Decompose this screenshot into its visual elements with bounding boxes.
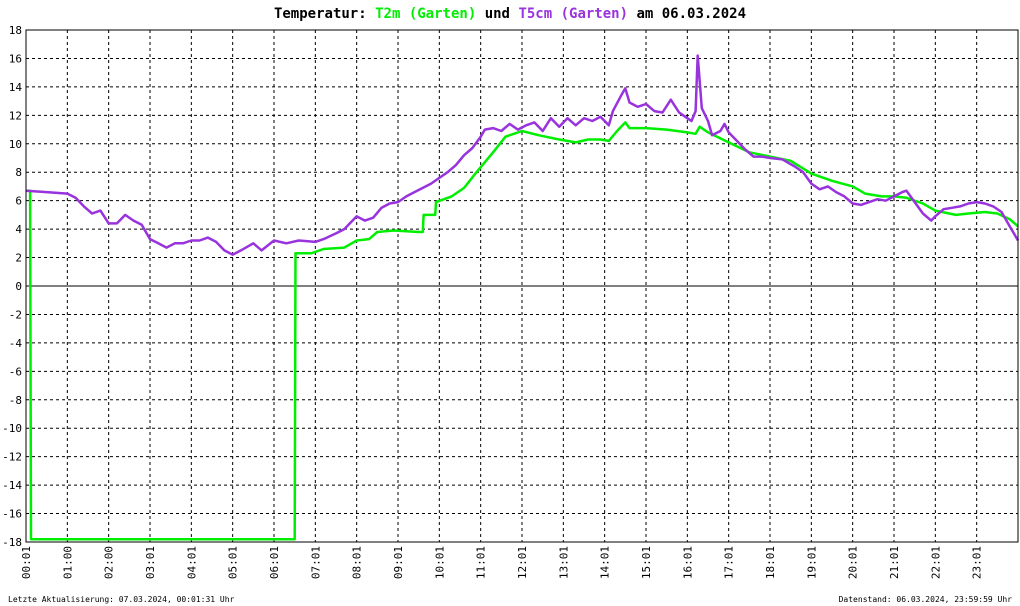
grid-lines [26,30,1018,542]
footer-data-status: Datenstand: 06.03.2024, 23:59:59 Uhr [839,595,1013,604]
x-tick-label: 16:01 [681,546,694,579]
footer-last-update: Letzte Aktualisierung: 07.03.2024, 00:01… [8,595,235,604]
x-tick-label: 22:01 [929,546,942,579]
x-tick-label: 11:01 [475,546,488,579]
y-tick-label: 16 [9,52,22,65]
title-series-t5cm: T5cm (Garten) [518,6,628,22]
y-tick-label: -4 [9,337,23,350]
x-tick-label: 19:01 [805,546,818,579]
title-joiner: und [485,6,510,22]
x-tick-label: 15:01 [640,546,653,579]
series-lines [25,54,1020,541]
x-tick-label: 21:01 [888,546,901,579]
y-tick-label: -12 [2,451,22,464]
y-axis: 18 16 14 12 10 8 6 4 2 0 -2 -4 -6 -8 -10 -12 -14 -16 -18 [2,24,22,549]
x-tick-label: 07:01 [309,546,322,579]
plot-frame [25,29,1019,543]
x-tick-label: 02:00 [103,546,116,579]
x-axis: 00:01 01:00 02:00 03:01 04:01 05:01 06:01 07:01… [20,546,984,579]
x-tick-label: 04:01 [185,546,198,579]
x-tick-label: 06:01 [268,546,281,579]
chart-title: Temperatur: T2m (Garten) und T5cm (Garte… [274,6,746,22]
series-line-t2m [26,121,1019,541]
title-prefix: Temperatur: [274,6,367,22]
x-tick-label: 13:01 [557,546,570,579]
y-tick-label: 4 [15,223,22,236]
y-tick-label: 18 [9,24,22,37]
y-tick-label: 2 [15,252,22,265]
x-tick-label: 03:01 [144,546,157,579]
y-tick-label: 14 [9,81,23,94]
title-series-t2m: T2m (Garten) [375,6,476,22]
y-tick-label: -6 [9,365,22,378]
y-tick-label: 8 [15,166,22,179]
x-tick-label: 08:01 [351,546,364,579]
y-tick-label: -2 [9,308,22,321]
x-tick-label: 10:01 [433,546,446,579]
y-tick-label: 0 [15,280,22,293]
y-tick-label: 12 [9,109,22,122]
x-tick-label: 01:00 [61,546,74,579]
series-line-t5cm [25,54,1020,256]
x-tick-label: 23:01 [971,546,984,579]
x-tick-label: 14:01 [599,546,612,579]
y-tick-label: -14 [2,479,22,492]
x-tick-label: 09:01 [392,546,405,579]
x-tick-label: 17:01 [723,546,736,579]
x-tick-label: 18:01 [764,546,777,579]
x-tick-label: 20:01 [847,546,860,579]
y-tick-label: 6 [15,195,22,208]
title-suffix: am 06.03.2024 [636,6,746,22]
x-tick-label: 05:01 [227,546,240,579]
y-tick-label: -16 [2,508,22,521]
x-tick-label: 12:01 [516,546,529,579]
y-tick-label: -8 [9,394,22,407]
x-tick-label: 00:01 [20,546,33,579]
y-tick-label: -10 [2,422,22,435]
y-tick-label: -18 [2,536,22,549]
y-tick-label: 10 [9,138,22,151]
